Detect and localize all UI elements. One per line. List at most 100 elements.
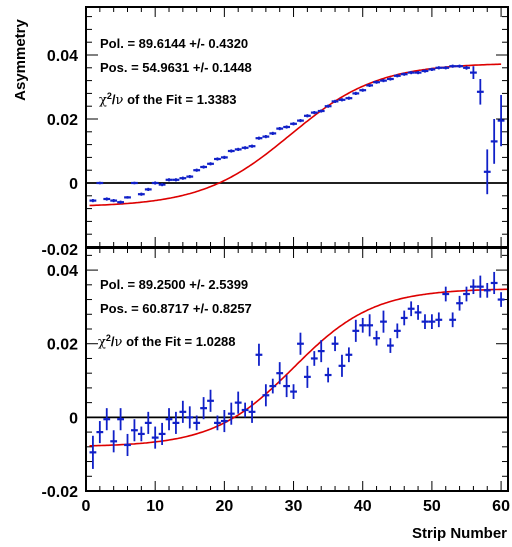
top-data-point	[414, 71, 422, 75]
bottom-data-point	[290, 384, 297, 399]
top-data-point	[131, 181, 138, 185]
bottom-data-point	[331, 336, 339, 352]
top-data-point	[386, 77, 394, 81]
bottom-y-tick-label: 0	[69, 410, 78, 427]
top-data-point	[463, 65, 470, 70]
top-data-point	[283, 125, 291, 129]
x-tick-label: 40	[354, 498, 372, 515]
bottom-data-points	[89, 271, 505, 469]
top-y-tick-labels: -0.02 0 0.02 0.04	[42, 48, 79, 259]
bottom-data-point	[373, 330, 380, 346]
top-fit-line	[89, 63, 502, 207]
bottom-data-point	[144, 411, 152, 434]
top-data-point	[248, 144, 256, 148]
x-axis-title: Strip Number	[412, 525, 507, 542]
bottom-data-point	[476, 275, 484, 298]
top-data-point	[207, 162, 214, 166]
bottom-data-point	[324, 367, 332, 383]
x-tick-labels: 0 10 20 30 40 50 60	[82, 498, 511, 515]
bottom-data-point	[96, 421, 104, 444]
bottom-data-point	[89, 435, 97, 469]
bottom-data-point	[400, 310, 408, 326]
top-data-point	[262, 135, 270, 139]
top-data-point	[400, 72, 408, 76]
bottom-data-point	[269, 378, 277, 394]
bottom-data-point	[380, 310, 387, 333]
top-data-point	[366, 83, 374, 87]
top-y-tick-label: 0.02	[47, 112, 78, 129]
bottom-data-point	[103, 408, 111, 431]
top-data-point	[158, 183, 166, 187]
bottom-pol-annotation: Pol. = 89.2500 +/- 2.5399	[100, 277, 248, 292]
top-data-point	[352, 91, 360, 95]
bottom-data-point	[214, 415, 221, 431]
top-data-point	[227, 149, 235, 153]
bottom-data-point	[248, 400, 256, 423]
top-data-point	[144, 187, 152, 191]
bottom-data-point	[255, 343, 263, 366]
bottom-fit-line	[89, 288, 508, 447]
bottom-y-tick-label: 0.04	[47, 263, 78, 280]
top-data-point	[359, 88, 367, 92]
bottom-pos-annotation: Pos. = 60.8717 +/- 0.8257	[100, 301, 252, 316]
top-data-point	[255, 136, 263, 140]
top-data-point	[110, 199, 118, 203]
bottom-data-point	[227, 402, 235, 425]
top-fit-curve	[89, 63, 502, 207]
bottom-data-point	[297, 332, 304, 355]
top-data-point	[483, 149, 491, 195]
top-data-point	[373, 80, 380, 84]
top-data-point	[297, 119, 304, 123]
top-data-points	[89, 64, 505, 204]
top-data-point	[179, 176, 187, 180]
bottom-y-tick-label: -0.02	[42, 484, 79, 501]
top-data-point	[476, 79, 484, 105]
top-data-point	[234, 147, 242, 151]
bottom-data-point	[234, 391, 242, 414]
bottom-data-point	[421, 314, 429, 329]
top-chi2-value: of the Fit = 1.3383	[127, 92, 236, 107]
top-data-point	[269, 131, 277, 135]
bottom-y-tick-labels: -0.02 0 0.02 0.04	[42, 263, 79, 501]
bottom-data-point	[352, 319, 360, 342]
top-data-point	[96, 181, 104, 185]
x-tick-label: 20	[215, 498, 233, 515]
bottom-data-point	[393, 323, 401, 339]
bottom-data-point	[483, 282, 491, 298]
bottom-data-point	[428, 314, 436, 329]
bottom-data-point	[386, 338, 394, 353]
top-data-point	[137, 192, 145, 196]
bottom-data-point	[345, 347, 353, 363]
top-data-point	[214, 157, 221, 161]
bottom-data-point	[186, 406, 194, 429]
bottom-data-point	[193, 415, 201, 431]
top-data-point	[89, 199, 97, 203]
top-data-point	[456, 64, 463, 68]
top-data-point	[117, 200, 124, 204]
bottom-data-point	[207, 389, 214, 412]
bottom-data-point	[110, 430, 118, 453]
top-data-point	[331, 99, 339, 103]
x-tick-label: 60	[492, 498, 510, 515]
bottom-data-point	[442, 286, 450, 302]
top-data-point	[193, 168, 201, 172]
bottom-data-point	[117, 408, 124, 431]
bottom-data-point	[220, 410, 228, 433]
bottom-data-point	[366, 314, 374, 337]
top-data-point	[407, 71, 415, 75]
bottom-data-point	[359, 317, 367, 333]
bottom-chi2-value: of the Fit = 1.0288	[126, 334, 235, 349]
top-data-point	[124, 196, 131, 199]
top-data-point	[380, 79, 387, 83]
top-panel: -0.02 0 0.02 0.04 Pol. = 89.6144 +/- 0.4320…	[42, 6, 509, 259]
top-data-point	[317, 109, 325, 113]
bottom-data-point	[463, 286, 470, 302]
top-chi2-annotation: χ2/ν of the Fit = 1.3383	[99, 91, 237, 108]
bottom-data-point	[407, 301, 415, 317]
top-data-point	[310, 111, 318, 115]
x-tick-label: 10	[146, 498, 164, 515]
top-data-point	[200, 165, 208, 169]
top-data-point	[490, 119, 498, 164]
